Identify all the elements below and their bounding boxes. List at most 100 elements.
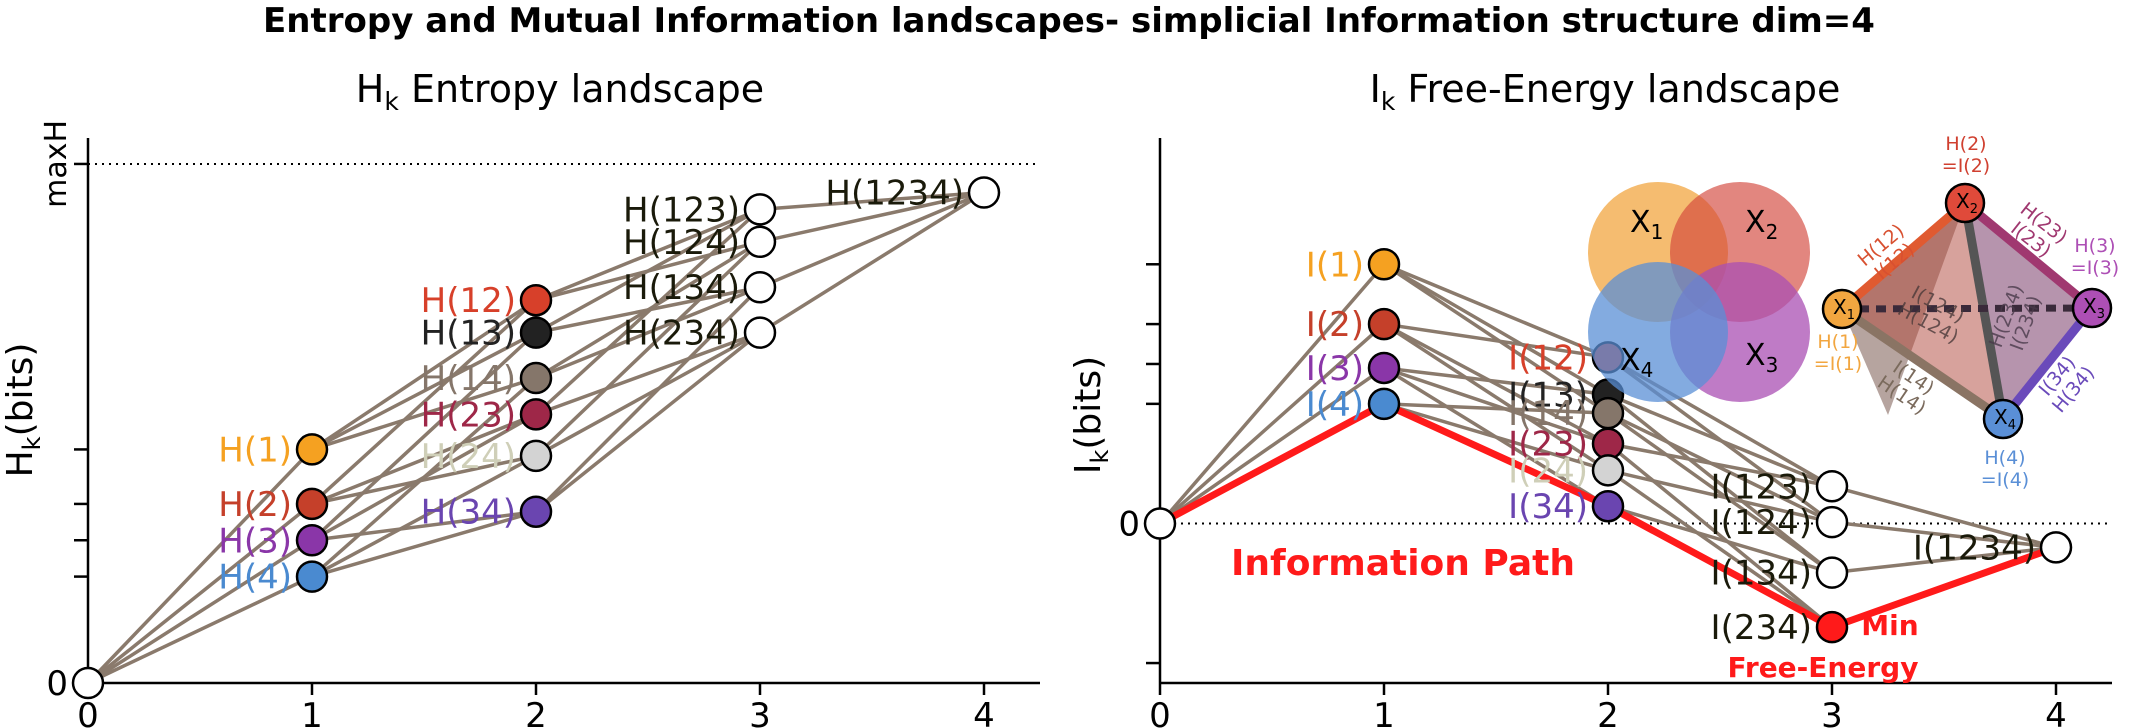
entropy-edge-134-1234 <box>759 190 985 289</box>
free-energy-edge-0-3 <box>1159 366 1385 525</box>
entropy-edge-123-1234 <box>759 190 985 212</box>
entropy-edge-13-123 <box>535 207 761 335</box>
free-energy-node-134 <box>1815 556 1849 589</box>
simplex-vertex-x1 <box>1821 288 1863 330</box>
entropy-y-axis-label: Hk(bits) <box>0 343 46 478</box>
entropy-edge-234-1234 <box>759 191 985 335</box>
entropy-node-label-124: H(124) <box>623 223 740 263</box>
entropy-y-tick-label: maxH <box>39 120 74 208</box>
free-energy-y-axis-label: Ik(bits) <box>1068 356 1114 474</box>
free-energy-node-4 <box>1367 387 1401 421</box>
free-energy-edge-13-123 <box>1607 392 1833 488</box>
entropy-node-124 <box>743 225 777 259</box>
free-energy-landscape-panel: Ik Free-Energy landscape Ik(bits) 0 1 2 3 4 0… <box>1068 67 2112 728</box>
free-energy-node-label-124: I(124) <box>1711 503 1812 543</box>
entropy-node-label-134: H(134) <box>623 268 740 308</box>
free-energy-edge-14-134 <box>1606 411 1834 575</box>
entropy-node-label-12: H(12) <box>421 281 516 321</box>
entropy-node-label-4: H(4) <box>218 558 292 598</box>
entropy-node-14 <box>519 361 553 395</box>
free-energy-edge-2-23 <box>1383 322 1609 446</box>
free-energy-node-123 <box>1815 470 1849 503</box>
entropy-node-134 <box>743 270 777 304</box>
min-label: Min <box>1861 609 1918 642</box>
simplex-edge-14 <box>1839 305 2006 423</box>
entropy-node-234 <box>743 316 777 349</box>
venn-diagram: X1 X2 X3 X4 <box>1588 182 1810 402</box>
simplex-annot-h2: H(2) =I(2) <box>1942 133 1990 177</box>
free-energy-edge-1-13 <box>1383 262 1609 397</box>
free-energy-node-3 <box>1367 351 1401 385</box>
free-energy-edge-4-14 <box>1383 402 1609 415</box>
free-energy-edge-1-12 <box>1383 262 1609 359</box>
entropy-node-1 <box>295 433 329 466</box>
entropy-edge-0-4 <box>87 575 313 685</box>
simplex-edge-13 <box>1841 304 2093 313</box>
entropy-edge-2-24 <box>311 454 537 506</box>
entropy-node-12 <box>519 283 553 317</box>
free-energy-node-124 <box>1815 505 1849 539</box>
entropy-node-4 <box>295 560 329 593</box>
free-energy-edge-0-2 <box>1158 322 1386 525</box>
entropy-node-123 <box>743 193 777 226</box>
free-energy-edge-14-124 <box>1607 411 1833 524</box>
free-energy-edge-2-12 <box>1383 322 1609 360</box>
entropy-node-label-234: H(234) <box>623 314 740 354</box>
venn-label-x4: X4 <box>1620 343 1653 382</box>
entropy-node-label-123: H(123) <box>623 190 740 230</box>
free-energy-node-label-4: I(4) <box>1306 385 1364 425</box>
free-energy-node-0 <box>1143 507 1177 540</box>
free-energy-edge-24-124 <box>1607 468 1833 524</box>
entropy-node-label-34: H(34) <box>421 493 516 533</box>
entropy-edge-24-124 <box>534 240 762 458</box>
entropy-plot-area: 0 1 2 3 4 0 maxH H(1) H(2)H(3)H(4) H(12)H(13) H(14… <box>39 120 1040 728</box>
simplex-vertex-label-x2: X2 <box>1956 189 1978 217</box>
entropy-edge-0-1 <box>86 448 314 685</box>
figure-title: Entropy and Mutual Information landscape… <box>263 1 1875 41</box>
entropy-edge-4-14 <box>310 376 538 578</box>
free-energy-x-tick-label: 3 <box>1821 696 1843 728</box>
free-energy-edge-2-24 <box>1383 322 1609 472</box>
entropy-edge-3-13 <box>310 331 538 542</box>
entropy-node-label-23: H(23) <box>421 395 516 435</box>
entropy-edge-3-34 <box>311 509 537 542</box>
entropy-node-23 <box>519 398 553 431</box>
free-energy-node-label-12: I(12) <box>1508 338 1588 378</box>
simplex-annot-h3: H(3) =I(3) <box>2071 235 2119 279</box>
entropy-node-0 <box>71 666 105 700</box>
simplex-vertex-label-x1: X1 <box>1833 295 1855 323</box>
entropy-edge-23-234 <box>535 330 761 417</box>
free-energy-y-tick-label: 0 <box>1118 504 1140 544</box>
free-energy-x-tick-label: 0 <box>1149 696 1171 728</box>
entropy-node-2 <box>295 487 329 521</box>
simplex-annot-h4: H(4) =I(4) <box>1981 447 2029 491</box>
entropy-node-label-2: H(2) <box>218 485 292 525</box>
free-energy-label: Free-Energy <box>1728 651 1919 684</box>
entropy-edge-34-234 <box>534 331 762 514</box>
entropy-panel-title: Hk Entropy landscape <box>356 67 764 116</box>
simplex-vertex-x3 <box>2071 287 2113 329</box>
entropy-edge-4-24 <box>311 454 537 579</box>
venn-label-x3: X3 <box>1745 338 1778 377</box>
free-energy-node-2 <box>1367 307 1401 341</box>
free-energy-x-tick-label: 1 <box>1373 696 1395 728</box>
free-energy-edge-134-1234 <box>1831 545 2057 575</box>
free-energy-edge-4-24 <box>1383 402 1609 472</box>
free-energy-node-label-2: I(2) <box>1306 305 1364 345</box>
entropy-node-13 <box>519 316 553 349</box>
entropy-edge-0-2 <box>86 502 314 685</box>
free-energy-node-label-1: I(1) <box>1306 245 1364 285</box>
free-energy-edge-1-14 <box>1383 262 1609 415</box>
entropy-node-label-3: H(3) <box>218 521 292 561</box>
free-energy-node-14 <box>1591 396 1625 430</box>
simplex-edge-23 <box>1962 199 2095 312</box>
entropy-node-1234 <box>967 176 1001 209</box>
free-energy-node-1 <box>1367 248 1401 281</box>
simplex-annot-h1: H(1) =I(1) <box>1814 331 1862 375</box>
free-energy-node-label-1234: I(1234) <box>1913 528 2036 568</box>
free-energy-edge-124-1234 <box>1831 520 2057 550</box>
entropy-node-24 <box>519 439 553 473</box>
free-energy-node-label-34: I(34) <box>1508 487 1588 527</box>
free-energy-edge-23-123 <box>1607 442 1833 488</box>
